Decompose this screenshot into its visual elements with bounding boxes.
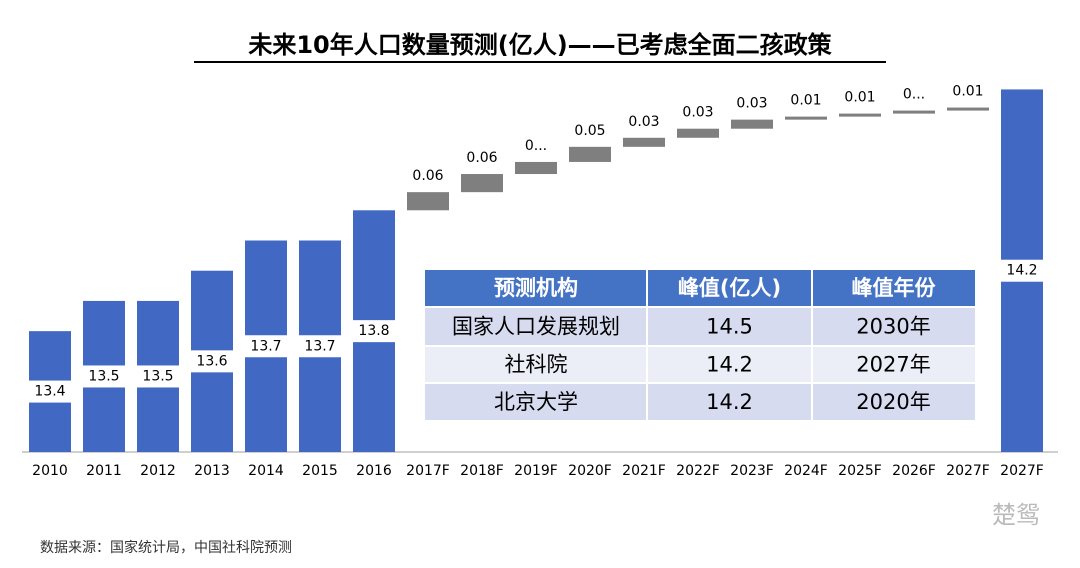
label-band xyxy=(82,365,126,388)
bar xyxy=(731,119,773,129)
data-label: 0.06 xyxy=(466,150,497,166)
table-cell: 社科院 xyxy=(505,353,568,377)
table-cell: 2020年 xyxy=(856,390,930,414)
x-tick-label: 2016 xyxy=(356,463,392,479)
table-cell: 国家人口发展规划 xyxy=(452,315,620,339)
x-tick-label: 2026F xyxy=(892,463,936,479)
label-band xyxy=(136,365,180,388)
data-label: 0.03 xyxy=(736,96,767,112)
x-tick-label: 2025F xyxy=(838,463,882,479)
data-label: 0... xyxy=(525,138,547,154)
table-cell: 2030年 xyxy=(856,315,930,339)
x-tick-label: 2023F xyxy=(730,463,774,479)
source: 数据来源：国家统计局，中国社科院预测 xyxy=(40,539,292,556)
x-tick-label: 2024F xyxy=(784,463,828,479)
x-tick-label: 2012 xyxy=(140,463,176,479)
table-row xyxy=(425,384,975,420)
x-tick-label: 2015 xyxy=(302,463,338,479)
label-band xyxy=(1000,259,1044,282)
bar xyxy=(461,174,503,193)
data-label: 14.2 xyxy=(1006,263,1037,279)
label-band xyxy=(352,320,396,343)
data-label: 0.03 xyxy=(628,114,659,130)
table-cell: 14.2 xyxy=(706,390,753,414)
data-label: 0.01 xyxy=(844,90,875,106)
bar xyxy=(947,107,989,111)
label-band xyxy=(298,335,342,358)
watermark: 楚鸳 xyxy=(992,501,1040,529)
bar xyxy=(407,192,449,211)
table-row xyxy=(425,347,975,382)
bar xyxy=(839,113,881,117)
table-row xyxy=(425,308,975,345)
x-tick-label: 2021F xyxy=(622,463,666,479)
table-cell: 14.5 xyxy=(706,315,753,339)
data-label: 13.6 xyxy=(196,353,227,369)
x-tick-label: 2010 xyxy=(32,463,68,479)
data-label: 13.7 xyxy=(304,338,335,354)
data-label: 0.05 xyxy=(574,123,605,139)
x-tick-label: 2020F xyxy=(568,463,612,479)
x-tick-label: 2018F xyxy=(460,463,504,479)
chart-title: 未来10年人口数量预测(亿人)——已考虑全面二孩政策 xyxy=(248,31,832,59)
label-band xyxy=(28,380,72,403)
x-tick-label: 2017F xyxy=(406,463,450,479)
table-cell: 14.2 xyxy=(706,353,753,377)
bar xyxy=(623,137,665,147)
table-header xyxy=(425,270,975,306)
label-band xyxy=(190,350,234,373)
x-tick-label: 2027F xyxy=(1000,463,1044,479)
bar xyxy=(785,116,827,120)
data-label: 0.01 xyxy=(790,93,821,109)
x-tick-label: 2013 xyxy=(194,463,230,479)
table-header-cell: 预测机构 xyxy=(494,276,578,300)
data-label: 0.01 xyxy=(952,84,983,100)
data-label: 13.7 xyxy=(250,338,281,354)
table-cell: 2027年 xyxy=(856,353,930,377)
x-tick-label: 2011 xyxy=(86,463,122,479)
data-label: 13.5 xyxy=(88,368,119,384)
table-cell: 北京大学 xyxy=(494,390,578,414)
data-label: 0... xyxy=(903,87,925,103)
data-label: 0.03 xyxy=(682,105,713,121)
x-tick-label: 2022F xyxy=(676,463,720,479)
label-band xyxy=(244,335,288,358)
data-label: 13.4 xyxy=(34,384,65,400)
table-header-cell: 峰值年份 xyxy=(852,276,937,300)
bar xyxy=(515,161,557,175)
x-tick-label: 2027F xyxy=(946,463,990,479)
table-header-cell: 峰值(亿人) xyxy=(678,276,781,300)
bar xyxy=(569,146,611,162)
x-tick-label: 2019F xyxy=(514,463,558,479)
data-label: 13.5 xyxy=(142,368,173,384)
bar xyxy=(893,110,935,114)
bar xyxy=(677,128,719,138)
data-label: 0.06 xyxy=(412,168,443,184)
x-tick-label: 2014 xyxy=(248,463,284,479)
data-label: 13.8 xyxy=(358,323,389,339)
